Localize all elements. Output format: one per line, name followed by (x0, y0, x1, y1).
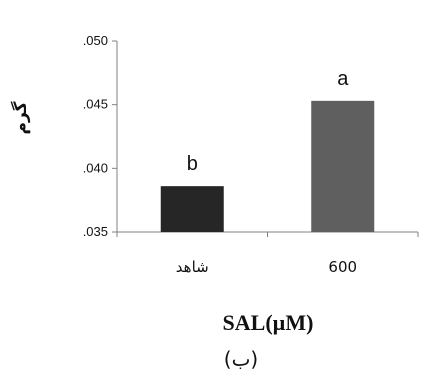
y-tick-label: .035 (83, 224, 108, 239)
bar-1 (311, 100, 375, 232)
y-tick-label: .050 (83, 33, 108, 48)
data-label-1: a (337, 68, 349, 90)
y-tick-group: .035 .040 .045 .050 (83, 33, 117, 239)
x-tick-label: 600 (328, 258, 357, 276)
x-tick-label: شاهد (176, 258, 209, 276)
y-axis: .035 .040 .045 .050 (83, 33, 118, 239)
bar-group (160, 100, 375, 232)
x-axis: شاهد 600 (116, 231, 419, 276)
y-tick-label: .040 (83, 160, 108, 175)
y-axis-label: گرم (10, 101, 31, 134)
data-label-group: ba (187, 68, 350, 175)
y-tick-label: .045 (83, 97, 108, 112)
data-label-0: b (187, 153, 198, 175)
x-axis-label: SAL(µM) (223, 310, 314, 335)
bar-0 (160, 186, 224, 232)
x-tick-group: شاهد 600 (116, 232, 419, 276)
chart-subtitle: (ب) (224, 347, 258, 371)
